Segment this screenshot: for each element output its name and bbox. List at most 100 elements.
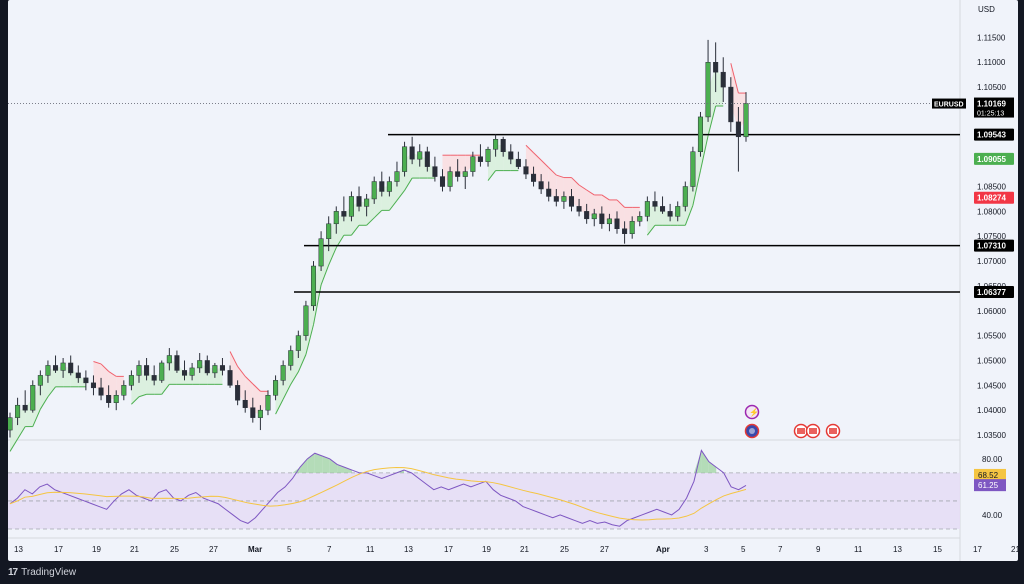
candle-up[interactable] <box>326 223 332 239</box>
candle-up[interactable] <box>295 335 301 351</box>
candle-down[interactable] <box>242 399 248 408</box>
candle-down[interactable] <box>546 188 552 197</box>
candle-down[interactable] <box>477 156 483 162</box>
candle-down[interactable] <box>614 218 620 230</box>
candle-down[interactable] <box>144 365 150 376</box>
candle-up[interactable] <box>60 362 66 371</box>
candle-down[interactable] <box>599 213 605 225</box>
candle-down[interactable] <box>455 171 461 177</box>
candle-up[interactable] <box>394 171 400 182</box>
candle-up[interactable] <box>606 218 612 225</box>
candle-down[interactable] <box>523 166 529 175</box>
candle-up[interactable] <box>675 206 681 217</box>
candle-up[interactable] <box>697 116 704 152</box>
candle-up[interactable] <box>128 375 134 386</box>
candle-down[interactable] <box>439 176 446 187</box>
candle-up[interactable] <box>197 360 203 369</box>
candle-down[interactable] <box>250 407 256 418</box>
candle-up[interactable] <box>288 350 294 366</box>
candle-down[interactable] <box>68 362 74 374</box>
candle-down[interactable] <box>553 196 559 202</box>
candle-down[interactable] <box>181 370 188 376</box>
candle-down[interactable] <box>204 360 210 374</box>
currency-label[interactable]: USD <box>978 5 995 14</box>
candle-down[interactable] <box>576 206 582 212</box>
candle-up[interactable] <box>447 171 453 187</box>
candle-up[interactable] <box>265 395 271 411</box>
candle-down[interactable] <box>22 404 28 411</box>
candle-down[interactable] <box>52 365 59 371</box>
lightning-icon[interactable] <box>744 404 760 420</box>
candle-up[interactable] <box>561 196 567 202</box>
candle-up[interactable] <box>136 365 142 376</box>
candle-down[interactable] <box>622 228 628 234</box>
candle-up[interactable] <box>318 238 324 267</box>
candle-up[interactable] <box>257 409 263 418</box>
candle-up[interactable] <box>417 151 423 160</box>
candle-down[interactable] <box>652 201 658 207</box>
candle-up[interactable] <box>644 201 650 217</box>
candle-down[interactable] <box>227 370 233 386</box>
candle-down[interactable] <box>75 372 81 379</box>
candle-up[interactable] <box>159 362 165 381</box>
candle-up[interactable] <box>121 385 127 396</box>
candle-down[interactable] <box>667 211 673 217</box>
candle-down[interactable] <box>515 158 521 167</box>
candle-down[interactable] <box>98 387 104 396</box>
candle-up[interactable] <box>212 365 218 374</box>
candle-up[interactable] <box>629 221 635 234</box>
candle-up[interactable] <box>637 216 643 222</box>
candle-down[interactable] <box>83 377 89 384</box>
candle-down[interactable] <box>174 355 180 371</box>
candle-up[interactable] <box>8 417 13 431</box>
candle-up[interactable] <box>333 211 339 225</box>
candle-up[interactable] <box>189 367 195 376</box>
candle-up[interactable] <box>386 181 392 192</box>
candle-down[interactable] <box>508 151 514 160</box>
candle-up[interactable] <box>15 404 21 418</box>
candle-up[interactable] <box>45 365 51 376</box>
candle-down[interactable] <box>235 385 241 401</box>
candle-up[interactable] <box>690 151 696 187</box>
candle-up[interactable] <box>364 198 370 207</box>
candle-down[interactable] <box>735 121 741 138</box>
candle-down[interactable] <box>584 211 590 220</box>
candle-up[interactable] <box>371 181 377 200</box>
candle-down[interactable] <box>341 211 347 217</box>
candle-down[interactable] <box>106 395 112 403</box>
candle-down[interactable] <box>356 196 362 207</box>
candle-down[interactable] <box>219 365 225 371</box>
candle-down[interactable] <box>432 166 438 177</box>
candle-down[interactable] <box>500 139 506 152</box>
candle-up[interactable] <box>591 213 597 220</box>
tradingview-logo[interactable]: 17 TradingView <box>8 567 76 578</box>
candle-up[interactable] <box>273 380 279 396</box>
chart-area[interactable]: 1.115001.110001.105001.100001.095001.090… <box>8 0 1018 561</box>
candle-down[interactable] <box>409 146 415 160</box>
candle-up[interactable] <box>743 103 749 138</box>
candle-down[interactable] <box>379 181 385 192</box>
candle-up[interactable] <box>705 61 711 118</box>
candle-up[interactable] <box>166 355 172 364</box>
candle-down[interactable] <box>90 382 96 389</box>
candle-down[interactable] <box>568 196 575 207</box>
candle-up[interactable] <box>493 139 499 150</box>
candle-down[interactable] <box>660 206 666 212</box>
chart-svg[interactable]: 1.115001.110001.105001.100001.095001.090… <box>8 0 1018 561</box>
candle-up[interactable] <box>348 196 354 217</box>
candle-down[interactable] <box>538 181 544 190</box>
candle-up[interactable] <box>303 305 309 336</box>
candle-up[interactable] <box>37 375 43 386</box>
candle-up[interactable] <box>470 156 476 172</box>
candle-up[interactable] <box>113 395 119 403</box>
candle-up[interactable] <box>485 148 491 162</box>
candle-up[interactable] <box>280 365 286 381</box>
candle-down[interactable] <box>720 71 726 88</box>
candle-up[interactable] <box>402 146 408 172</box>
candle-up[interactable] <box>310 265 317 307</box>
candle-up[interactable] <box>30 385 36 411</box>
candle-up[interactable] <box>462 171 468 177</box>
candle-up[interactable] <box>682 186 688 207</box>
candle-down[interactable] <box>424 151 430 167</box>
candle-down[interactable] <box>531 173 537 182</box>
